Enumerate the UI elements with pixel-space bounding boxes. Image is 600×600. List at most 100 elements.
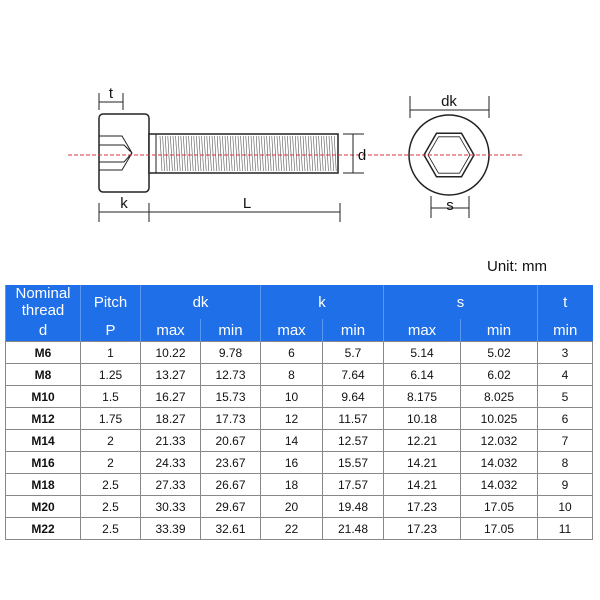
header-dk-max: max (140, 319, 201, 342)
table-cell: 21.33 (140, 429, 201, 452)
header-t-min: min (537, 319, 593, 342)
table-cell: 14.21 (383, 451, 461, 474)
header-k-max: max (260, 319, 323, 342)
table-row: M18 2.5 27.33 26.67 18 17.57 14.21 14.032 9 (5, 473, 593, 496)
table-row: M12 1.75 18.27 17.73 12 11.57 10.18 10.025 6 (5, 407, 593, 430)
table-row: M8 1.25 13.27 12.73 8 7.64 6.14 6.02 4 (5, 363, 593, 386)
spec-table: Nominal thread Pitch dk k s t d P max mi… (5, 285, 593, 540)
header-k-min: min (322, 319, 384, 342)
table-cell: 19.48 (322, 495, 384, 518)
table-cell: 17.23 (383, 517, 461, 540)
table-cell: 29.67 (200, 495, 261, 518)
table-cell: 18.27 (140, 407, 201, 430)
table-cell: 15.73 (200, 385, 261, 408)
table-cell: 8.025 (460, 385, 538, 408)
table-cell: 5.02 (460, 341, 538, 364)
table-cell: 8 (260, 363, 323, 386)
header-dk: dk (140, 285, 261, 319)
table-cell: M22 (5, 517, 81, 540)
table-cell: 8.175 (383, 385, 461, 408)
table-cell: 6.14 (383, 363, 461, 386)
table-cell: 10.025 (460, 407, 538, 430)
dim-label-d: d (358, 147, 366, 164)
table-cell: 17.73 (200, 407, 261, 430)
table-cell: 30.33 (140, 495, 201, 518)
header-k: k (260, 285, 384, 319)
table-cell: 10 (260, 385, 323, 408)
table-cell: 9.64 (322, 385, 384, 408)
screw-head (98, 113, 150, 193)
header-dk-min: min (200, 319, 261, 342)
table-cell: 11.57 (322, 407, 384, 430)
table-cell: 10.18 (383, 407, 461, 430)
header-t: t (537, 285, 593, 319)
table-cell: 3 (537, 341, 593, 364)
table-cell: 10 (537, 495, 593, 518)
table-cell: 20.67 (200, 429, 261, 452)
table-cell: 10.22 (140, 341, 201, 364)
dim-label-k: k (120, 195, 128, 212)
table-cell: 16 (260, 451, 323, 474)
table-cell: 6 (260, 341, 323, 364)
dim-label-L: L (243, 195, 251, 212)
table-cell: 12.21 (383, 429, 461, 452)
table-cell: 6.02 (460, 363, 538, 386)
table-cell: 15.57 (322, 451, 384, 474)
table-cell: 17.05 (460, 517, 538, 540)
table-cell: M6 (5, 341, 81, 364)
table-cell: M14 (5, 429, 81, 452)
header-pitch: Pitch (80, 285, 141, 319)
table-cell: 22 (260, 517, 323, 540)
table-cell: 2.5 (80, 495, 141, 518)
table-cell: 13.27 (140, 363, 201, 386)
table-cell: 4 (537, 363, 593, 386)
table-cell: 12.57 (322, 429, 384, 452)
table-cell: 5.14 (383, 341, 461, 364)
table-cell: 26.67 (200, 473, 261, 496)
table-cell: 33.39 (140, 517, 201, 540)
table-cell: 2.5 (80, 473, 141, 496)
table-cell: 1.75 (80, 407, 141, 430)
table-cell: 11 (537, 517, 593, 540)
table-row: M6 1 10.22 9.78 6 5.7 5.14 5.02 3 (5, 341, 593, 364)
table-cell: 9 (537, 473, 593, 496)
unit-label: Unit: mm (487, 258, 547, 275)
hex-socket-side (99, 135, 133, 171)
table-cell: 14.032 (460, 451, 538, 474)
table-cell: 2.5 (80, 517, 141, 540)
table-cell: 32.61 (200, 517, 261, 540)
table-row: M14 2 21.33 20.67 14 12.57 12.21 12.032 7 (5, 429, 593, 452)
table-cell: M20 (5, 495, 81, 518)
table-row: M16 2 24.33 23.67 16 15.57 14.21 14.032 8 (5, 451, 593, 474)
table-cell: 6 (537, 407, 593, 430)
table-cell: M16 (5, 451, 81, 474)
header-s: s (383, 285, 538, 319)
table-cell: 16.27 (140, 385, 201, 408)
table-cell: 8 (537, 451, 593, 474)
header-s-min: min (460, 319, 538, 342)
table-cell: 20 (260, 495, 323, 518)
dimension-lines (98, 93, 490, 222)
dim-label-s: s (446, 197, 454, 214)
table-cell: 12.73 (200, 363, 261, 386)
table-cell: 17.23 (383, 495, 461, 518)
table-cell: 17.05 (460, 495, 538, 518)
table-cell: 1.25 (80, 363, 141, 386)
table-cell: 2 (80, 429, 141, 452)
header-s-max: max (383, 319, 461, 342)
table-cell: 1 (80, 341, 141, 364)
dim-label-dk: dk (441, 93, 457, 110)
header-p: P (80, 319, 141, 342)
header-d: d (5, 319, 81, 342)
table-cell: 1.5 (80, 385, 141, 408)
threads (159, 135, 337, 172)
table-cell: 21.48 (322, 517, 384, 540)
table-cell: 14.032 (460, 473, 538, 496)
table-cell: 9.78 (200, 341, 261, 364)
table-cell: 12.032 (460, 429, 538, 452)
table-cell: 18 (260, 473, 323, 496)
screw-diagram: t k L d dk s (68, 85, 522, 222)
table-cell: 14 (260, 429, 323, 452)
table-row: M22 2.5 33.39 32.61 22 21.48 17.23 17.05 11 (5, 517, 593, 540)
table-cell: M10 (5, 385, 81, 408)
